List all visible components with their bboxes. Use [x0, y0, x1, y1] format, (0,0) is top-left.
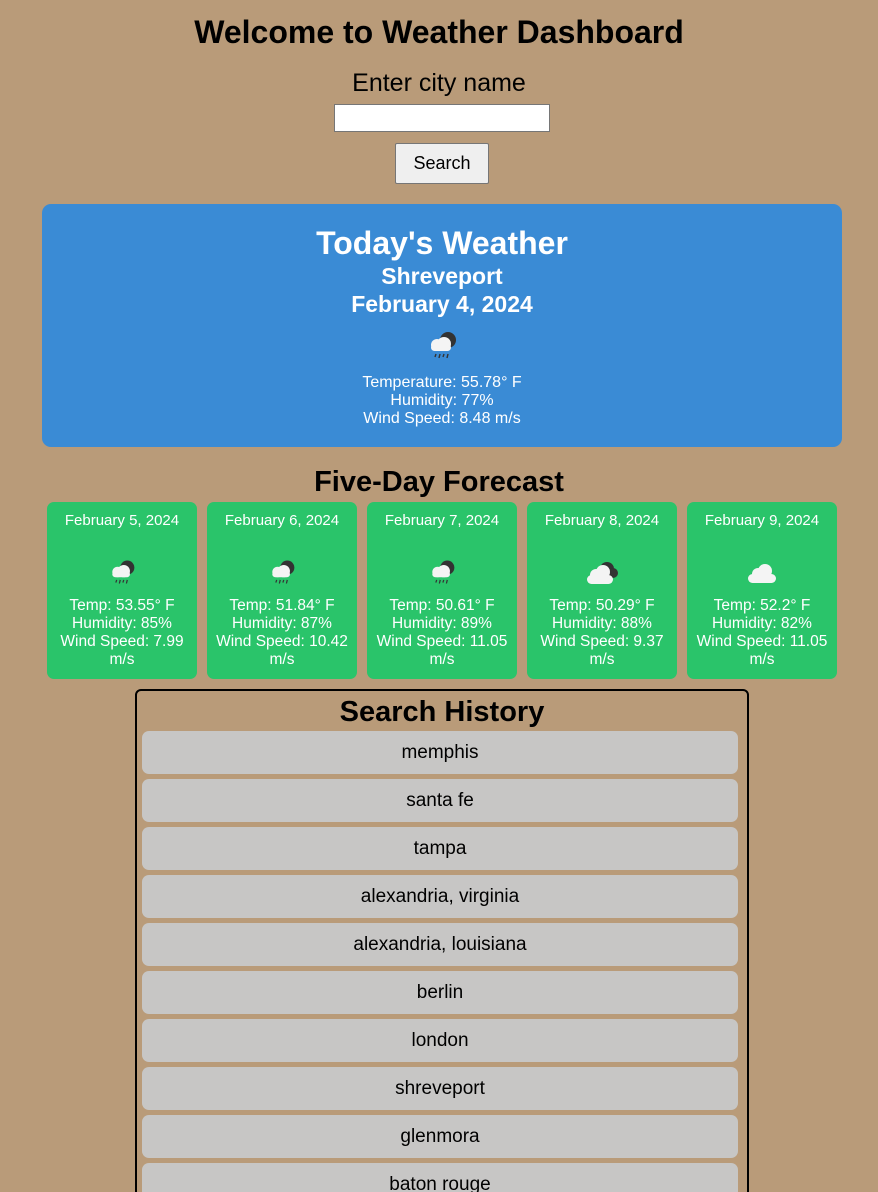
forecast-date: February 6, 2024 [224, 512, 340, 529]
forecast-card: February 5, 2024 Temp: 53.55° F Humidity… [47, 502, 197, 679]
cloud-icon [748, 564, 776, 583]
forecast-stats: Temp: 50.61° F Humidity: 89% Wind Speed:… [371, 597, 513, 669]
rain-cloud-moon-icon [272, 560, 295, 584]
current-stats: Temperature: 55.78° F Humidity: 77% Wind… [42, 374, 842, 428]
current-humidity: Humidity: 77% [390, 392, 494, 409]
rain-cloud-moon-icon [432, 560, 455, 584]
forecast-humidity: Humidity: 82% [712, 615, 812, 632]
rain-cloud-moon-icon [431, 332, 456, 359]
forecast-card: February 7, 2024 Temp: 50.61° F Humidity… [367, 502, 517, 679]
current-temperature: Temperature: 55.78° F [362, 374, 522, 391]
forecast-stats: Temp: 51.84° F Humidity: 87% Wind Speed:… [211, 597, 353, 669]
forecast-stats: Temp: 52.2° F Humidity: 82% Wind Speed: … [691, 597, 833, 669]
todays-weather-card: Today's Weather Shreveport February 4, 2… [42, 204, 842, 447]
history-item[interactable]: berlin [142, 971, 738, 1014]
history-item[interactable]: tampa [142, 827, 738, 870]
forecast-humidity: Humidity: 88% [552, 615, 652, 632]
city-search-input[interactable] [334, 104, 550, 132]
search-history-list: memphis santa fe tampa alexandria, virgi… [142, 731, 738, 1192]
forecast-title: Five-Day Forecast [314, 466, 564, 498]
search-button[interactable]: Search [395, 143, 489, 184]
forecast-card: February 8, 2024 Temp: 50.29° F Humidity… [527, 502, 677, 679]
rain-cloud-moon-icon [112, 560, 135, 584]
history-item[interactable]: london [142, 1019, 738, 1062]
forecast-wind: Wind Speed: 11.05 m/s [376, 633, 508, 668]
forecast-temp: Temp: 50.29° F [549, 597, 655, 614]
forecast-stats: Temp: 50.29° F Humidity: 88% Wind Speed:… [531, 597, 673, 669]
forecast-date: February 9, 2024 [704, 512, 820, 529]
page-title: Welcome to Weather Dashboard [194, 14, 684, 50]
current-date: February 4, 2024 [351, 291, 533, 317]
current-wind-speed: Wind Speed: 8.48 m/s [363, 410, 521, 427]
forecast-humidity: Humidity: 85% [72, 615, 172, 632]
search-history-panel: Search History memphis santa fe tampa al… [135, 689, 749, 1192]
forecast-humidity: Humidity: 87% [232, 615, 332, 632]
history-item[interactable]: memphis [142, 731, 738, 774]
forecast-stats: Temp: 53.55° F Humidity: 85% Wind Speed:… [51, 597, 193, 669]
forecast-card: February 6, 2024 Temp: 51.84° F Humidity… [207, 502, 357, 679]
search-history-title: Search History [339, 696, 545, 728]
todays-weather-heading: Today's Weather [316, 225, 568, 261]
forecast-date: February 5, 2024 [64, 512, 180, 529]
history-item[interactable]: baton rouge [142, 1163, 738, 1192]
city-input-label: Enter city name [352, 69, 526, 97]
forecast-wind: Wind Speed: 10.42 m/s [216, 633, 348, 668]
forecast-humidity: Humidity: 89% [392, 615, 492, 632]
forecast-temp: Temp: 50.61° F [389, 597, 495, 614]
history-item[interactable]: shreveport [142, 1067, 738, 1110]
forecast-date: February 8, 2024 [544, 512, 660, 529]
forecast-temp: Temp: 53.55° F [69, 597, 175, 614]
forecast-temp: Temp: 52.2° F [713, 597, 811, 614]
forecast-wind: Wind Speed: 9.37 m/s [540, 633, 664, 668]
current-city: Shreveport [381, 263, 503, 289]
history-item[interactable]: santa fe [142, 779, 738, 822]
history-item[interactable]: alexandria, louisiana [142, 923, 738, 966]
history-item[interactable]: alexandria, virginia [142, 875, 738, 918]
broken-clouds-icon [587, 562, 618, 584]
forecast-date: February 7, 2024 [384, 512, 500, 529]
forecast-wind: Wind Speed: 11.05 m/s [696, 633, 828, 668]
forecast-card: February 9, 2024 Temp: 52.2° F Humidity:… [687, 502, 837, 679]
forecast-wind: Wind Speed: 7.99 m/s [60, 633, 184, 668]
history-item[interactable]: glenmora [142, 1115, 738, 1158]
forecast-temp: Temp: 51.84° F [229, 597, 335, 614]
